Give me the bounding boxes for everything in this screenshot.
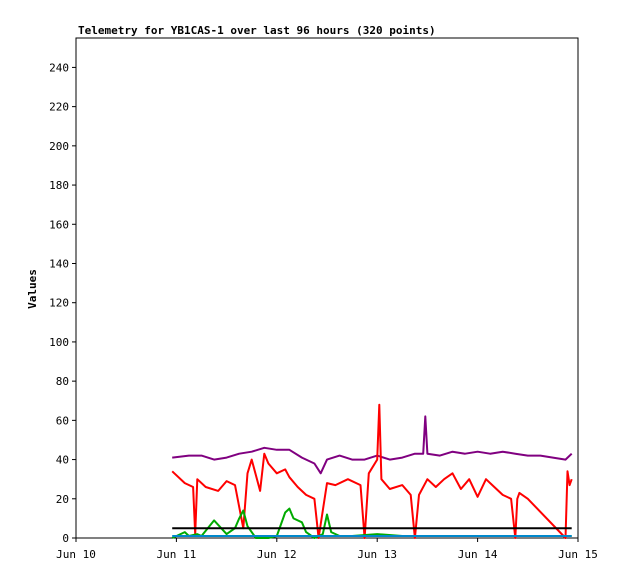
y-tick-label: 80: [56, 375, 69, 388]
y-axis-label: Values: [26, 269, 39, 309]
x-tick-label: Jun 15: [558, 548, 598, 561]
x-tick-label: Jun 11: [157, 548, 197, 561]
y-tick-label: 60: [56, 414, 69, 427]
y-tick-label: 0: [62, 532, 69, 545]
y-tick-label: 100: [49, 336, 69, 349]
plot-area: [75, 37, 579, 539]
y-tick-label: 160: [49, 218, 69, 231]
chart-title: Telemetry for YB1CAS-1 over last 96 hour…: [78, 24, 436, 37]
y-tick-label: 20: [56, 493, 69, 506]
y-tick-label: 140: [49, 257, 69, 270]
x-axis: Jun 10 Jun 11 Jun 12 Jun 13 Jun 14 Jun 15: [56, 538, 598, 561]
y-tick-label: 220: [49, 101, 69, 114]
y-tick-label: 240: [49, 61, 69, 74]
series-line-1: [172, 415, 573, 475]
x-tick-label: Jun 10: [56, 548, 96, 561]
y-tick-label: 200: [49, 140, 69, 153]
y-tick-label: 180: [49, 179, 69, 192]
x-tick-label: Jun 12: [257, 548, 297, 561]
y-tick-label: 40: [56, 454, 69, 467]
y-tick-label: 120: [49, 297, 69, 310]
y-axis: 0 20 40 60 80 100 120 140 160 180 200 220 240: [49, 61, 76, 545]
x-tick-label: Jun 14: [458, 548, 498, 561]
series-line-2: [171, 403, 573, 539]
series-layer: [171, 403, 573, 539]
x-tick-label: Jun 13: [357, 548, 397, 561]
